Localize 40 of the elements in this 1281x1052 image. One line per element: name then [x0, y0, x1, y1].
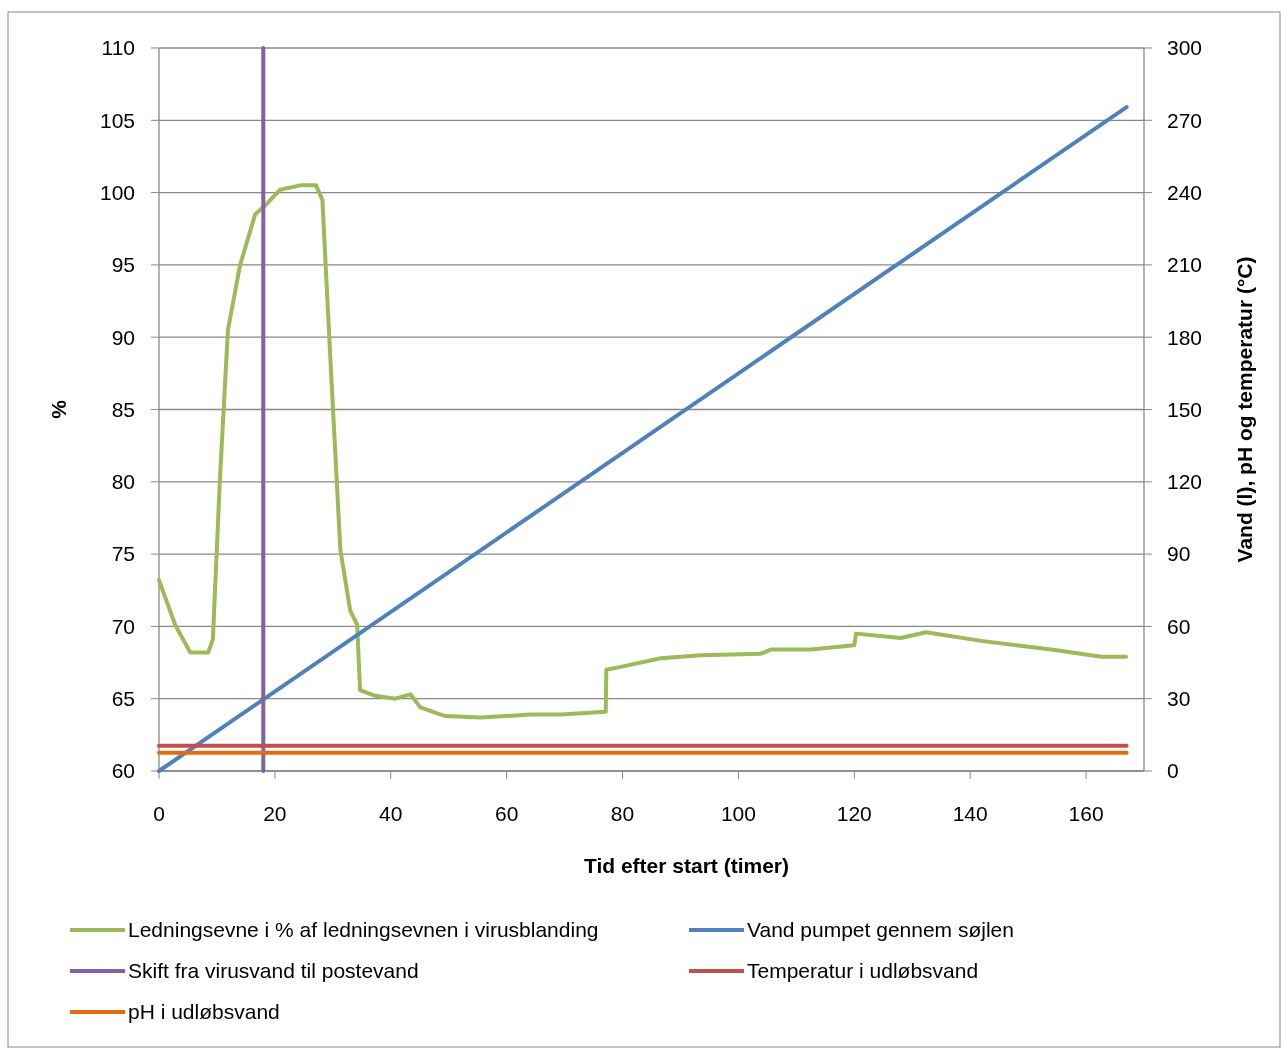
- x-tick-label: 80: [610, 802, 635, 825]
- y-axis-title: %: [47, 399, 70, 419]
- y-tick-label: 110: [101, 36, 135, 60]
- x-tick-label: 20: [263, 802, 287, 825]
- x-tick-label: 160: [1068, 802, 1104, 825]
- legend-label: Skift fra virusvand til postevand: [128, 959, 419, 983]
- y2-tick-label: 240: [1167, 180, 1203, 204]
- x-tick-label: 0: [153, 802, 165, 825]
- x-tick-label: 60: [494, 802, 519, 825]
- x-tick-label: 120: [836, 802, 872, 825]
- legend-label: Ledningsevne i % af ledningsevnen i virusblanding: [128, 918, 599, 942]
- y-tick-label: 75: [111, 542, 135, 566]
- y-tick-label: 80: [111, 470, 135, 494]
- y-tick-label: 100: [99, 180, 135, 204]
- y2-tick-label: 120: [1167, 470, 1203, 494]
- y-tick-label: 70: [111, 614, 135, 638]
- legend-label: Temperatur i udløbsvand: [747, 959, 979, 983]
- y2-tick-label: 0: [1167, 759, 1179, 783]
- y2-tick-label: 30: [1167, 687, 1191, 711]
- y-tick-label: 95: [111, 253, 135, 277]
- y-tick-label: 85: [111, 397, 135, 421]
- legend-label: pH i udløbsvand: [128, 1000, 280, 1024]
- y2-tick-label: 150: [1167, 397, 1203, 421]
- y2-tick-label: 270: [1167, 108, 1203, 132]
- y2-tick-label: 300: [1167, 36, 1203, 60]
- legend-label: Vand pumpet gennem søjlen: [747, 918, 1014, 942]
- y-tick-label: 60: [111, 759, 135, 783]
- y2-tick-label: 210: [1167, 253, 1203, 277]
- y-tick-label: 65: [111, 687, 135, 711]
- line-series: [157, 183, 1129, 720]
- x-tick-label: 140: [952, 802, 988, 825]
- y-tick-label: 105: [99, 108, 135, 132]
- x-tick-label: 40: [379, 802, 403, 825]
- y2-tick-label: 180: [1167, 325, 1203, 349]
- y2-tick-label: 60: [1167, 614, 1191, 638]
- x-axis-title: Tid efter start (timer): [584, 854, 789, 877]
- y2-axis-title: Vand (l), pH og temperatur (°C): [1233, 256, 1256, 563]
- x-tick-label: 100: [720, 802, 756, 825]
- y-tick-label: 90: [111, 325, 135, 349]
- y2-tick-label: 90: [1167, 542, 1191, 566]
